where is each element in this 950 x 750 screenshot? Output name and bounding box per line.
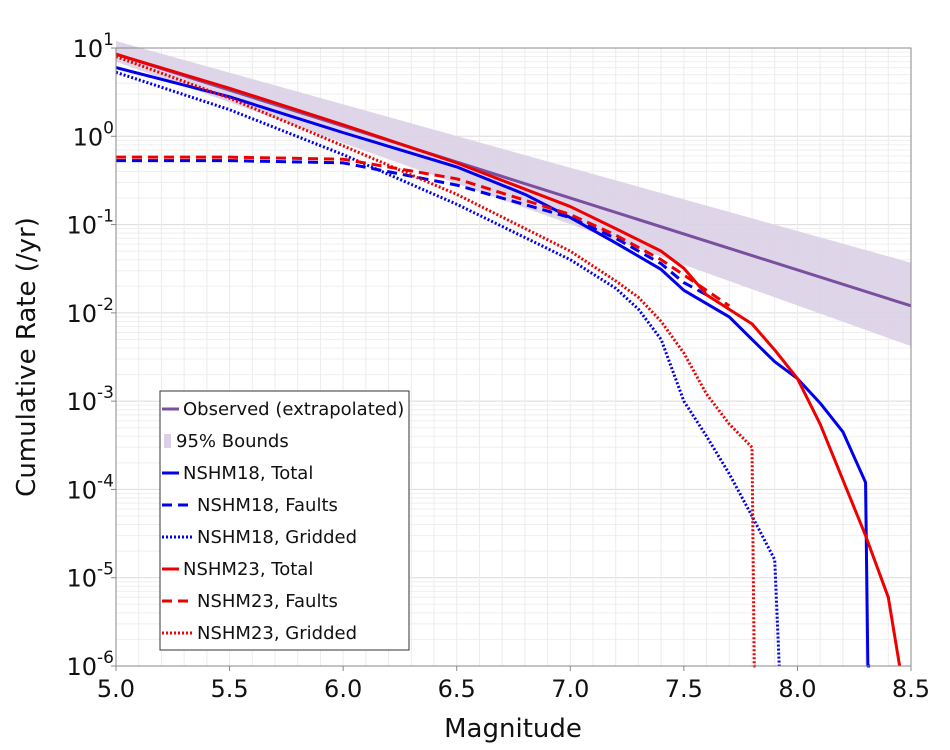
- plot-frame: [115, 47, 912, 667]
- legend-label: NSHM18, Faults: [197, 495, 338, 516]
- x-tick-label: 6.0: [324, 675, 362, 703]
- x-tick-label: 7.0: [551, 675, 589, 703]
- series-line-nshm23-total: [115, 52, 902, 667]
- legend-box: [159, 390, 410, 651]
- y-tick-label: 10-2: [67, 295, 115, 328]
- y-tick-label: 10-5: [67, 560, 115, 593]
- legend-label: NSHM23, Total: [183, 559, 313, 580]
- x-axis-title: Magnitude: [444, 714, 582, 744]
- y-tick-label: 10-6: [67, 648, 115, 681]
- x-axis-ticks: 5.0 5.5 6.0 6.5 7.0 7.5 8.0 8.5: [97, 666, 930, 703]
- series-line-nshm18-total: [115, 66, 871, 668]
- y-tick-label: 10-3: [67, 383, 115, 416]
- series-line-nshm18-faults: [116, 159, 708, 297]
- series-line-observed-extrapolated: [115, 52, 912, 308]
- x-tick-label: 5.5: [210, 675, 248, 703]
- series-line-nshm23-faults: [116, 155, 731, 308]
- legend-label: NSHM23, Gridded: [197, 623, 357, 644]
- x-tick-label: 8.0: [778, 675, 816, 703]
- legend-label: NSHM23, Faults: [197, 591, 338, 612]
- legend-swatch-band: [164, 434, 171, 448]
- y-tick-label: 100: [73, 118, 114, 151]
- y-axis-title: Cumulative Rate (/yr): [12, 217, 42, 497]
- y-tick-label: 10-4: [67, 471, 115, 504]
- y-tick-label: 10-1: [67, 207, 115, 240]
- legend: Observed (extrapolated) 95% Bounds NSHM18,…: [159, 390, 410, 651]
- x-tick-label: 8.5: [892, 675, 930, 703]
- x-tick-label: 5.0: [97, 675, 135, 703]
- legend-label: Observed (extrapolated): [183, 399, 404, 420]
- legend-label: 95% Bounds: [176, 431, 289, 452]
- series-lines: [115, 52, 912, 668]
- y-axis-ticks: 10-6 10-5 10-4 10-3 10-2 10-1 100 101: [67, 30, 116, 681]
- x-tick-label: 7.5: [665, 675, 703, 703]
- legend-label: NSHM18, Total: [183, 463, 313, 484]
- y-tick-label: 101: [73, 30, 114, 63]
- x-tick-label: 6.5: [438, 675, 476, 703]
- legend-label: NSHM18, Gridded: [197, 527, 357, 548]
- series-line-nshm23-gridded: [115, 55, 757, 668]
- series-line-nshm18-gridded: [115, 70, 781, 667]
